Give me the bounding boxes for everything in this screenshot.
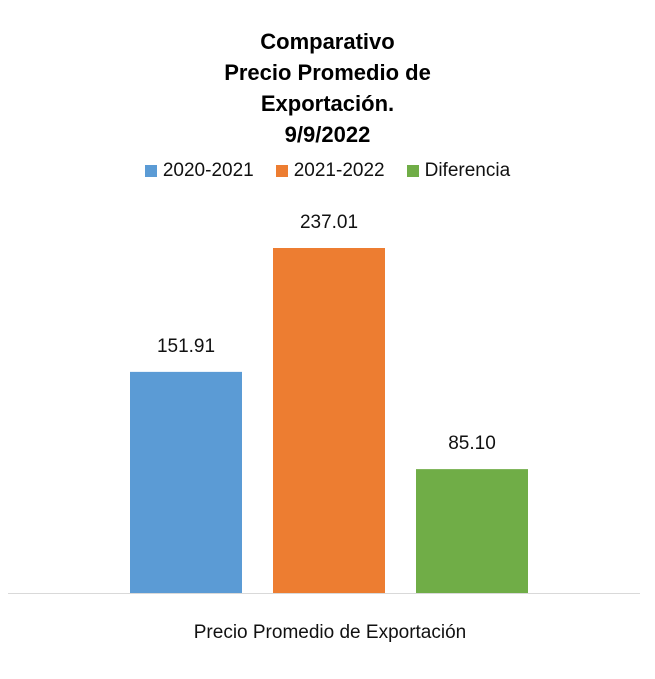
legend-item-2021-2022: 2021-2022 bbox=[275, 160, 385, 182]
chart-title: Comparativo Precio Promedio de Exportaci… bbox=[0, 26, 655, 150]
legend-swatch bbox=[406, 165, 419, 177]
legend-label: 2021-2022 bbox=[293, 160, 385, 181]
legend-swatch bbox=[275, 165, 288, 177]
data-label: 237.01 bbox=[300, 212, 358, 233]
chart-title-line: Precio Promedio de bbox=[224, 60, 431, 85]
chart-title-line: 9/9/2022 bbox=[284, 122, 371, 147]
legend-label: Diferencia bbox=[424, 160, 511, 181]
legend: 2020-2021 2021-2022 Diferencia bbox=[0, 160, 655, 182]
bar-diferencia bbox=[416, 469, 528, 593]
bar-2021-2022 bbox=[273, 248, 385, 593]
chart-title-line: Comparativo bbox=[260, 29, 395, 54]
x-category-label: Precio Promedio de Exportación bbox=[194, 622, 466, 643]
bar-2020-2021 bbox=[130, 371, 242, 593]
legend-swatch bbox=[144, 165, 157, 177]
legend-item-2020-2021: 2020-2021 bbox=[144, 160, 254, 182]
chart-title-line: Exportación. bbox=[260, 91, 395, 116]
legend-label: 2020-2021 bbox=[162, 160, 254, 181]
legend-item-diferencia: Diferencia bbox=[406, 160, 511, 182]
data-label: 85.10 bbox=[448, 433, 496, 454]
data-label: 151.91 bbox=[157, 336, 215, 357]
